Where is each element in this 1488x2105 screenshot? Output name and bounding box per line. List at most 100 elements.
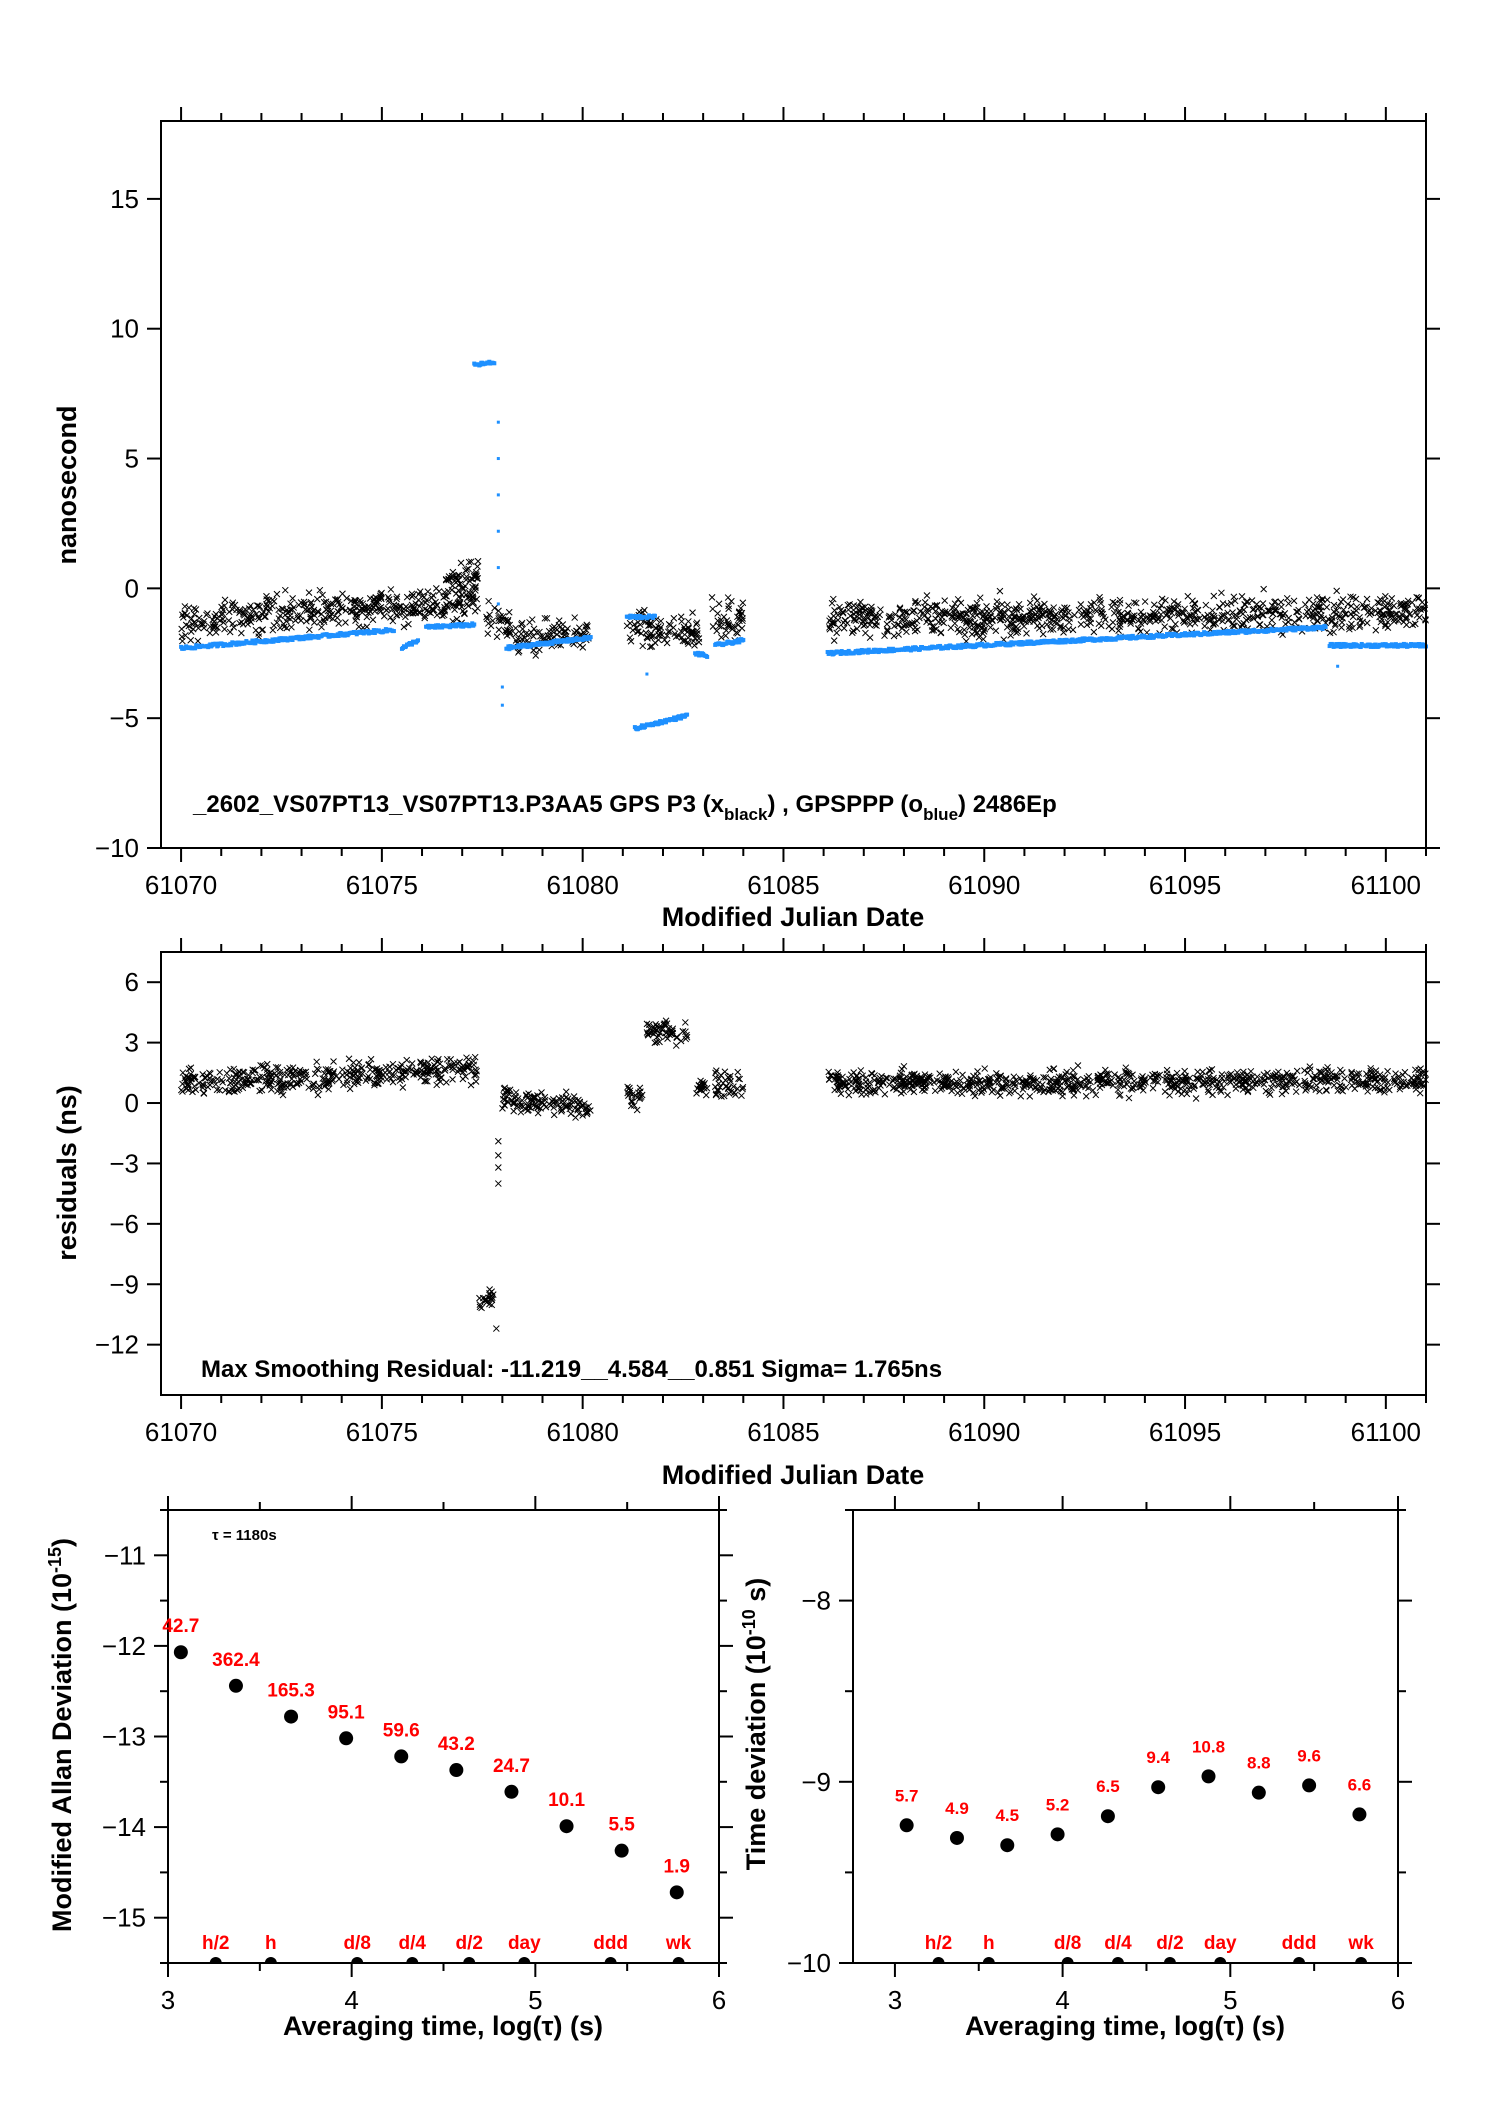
- x-marker: [979, 630, 987, 637]
- x-marker: [409, 591, 417, 599]
- x-marker: [840, 624, 848, 632]
- x-marker: [883, 626, 891, 633]
- x-marker: [472, 1078, 480, 1085]
- o-marker: [1373, 642, 1378, 647]
- x-marker: [584, 623, 591, 630]
- o-marker: [1191, 631, 1196, 636]
- annotation-suffix: ) 2486Ep: [958, 791, 1057, 818]
- x-marker: [1277, 598, 1285, 606]
- x-marker: [1085, 615, 1092, 623]
- x-marker: [1020, 617, 1028, 624]
- x-marker: [1268, 616, 1276, 624]
- x-marker: [506, 628, 513, 635]
- mdev-xlabel: Averaging time, log(τ) (s): [283, 2011, 603, 2041]
- o-marker: [234, 642, 239, 647]
- x-marker: [1216, 604, 1223, 611]
- x-marker: [1020, 622, 1028, 630]
- x-marker: [1312, 610, 1320, 618]
- o-marker: [652, 613, 657, 618]
- plot-frame: [160, 120, 1427, 849]
- x-marker: [1223, 601, 1231, 608]
- x-marker: [1271, 606, 1279, 614]
- tau-marker: [1214, 1957, 1227, 1963]
- x-marker: [405, 620, 412, 628]
- x-marker: [1027, 608, 1034, 616]
- x-marker: [1229, 622, 1237, 629]
- x-marker: [1150, 601, 1158, 609]
- x-marker: [241, 605, 249, 613]
- x-marker: [307, 599, 315, 606]
- x-marker: [306, 626, 313, 634]
- x-marker: [462, 576, 470, 584]
- o-marker: [1016, 642, 1021, 647]
- x-marker: [1231, 622, 1238, 630]
- x-marker: [287, 600, 294, 608]
- x-marker: [433, 1058, 441, 1066]
- x-marker: [192, 1086, 200, 1094]
- x-marker: [1412, 1086, 1420, 1093]
- x-tick-label: 61085: [747, 870, 819, 900]
- o-marker: [269, 639, 274, 644]
- clock-offset-series: [178, 359, 1429, 732]
- o-marker: [1383, 642, 1388, 647]
- x-marker: [1413, 593, 1421, 601]
- x-marker: [1038, 611, 1046, 618]
- x-marker: [319, 591, 326, 599]
- x-marker: [355, 623, 363, 631]
- x-marker: [1338, 624, 1345, 631]
- x-marker: [1141, 598, 1149, 605]
- x-marker: [495, 615, 503, 622]
- x-marker: [450, 602, 458, 609]
- data-point: [614, 1843, 629, 1858]
- x-marker: [936, 1070, 944, 1078]
- x-marker: [182, 621, 190, 629]
- data-point: [1100, 1809, 1115, 1824]
- x-marker: [492, 1325, 500, 1332]
- x-marker: [385, 598, 393, 606]
- x-marker: [403, 1056, 411, 1064]
- o-marker: [857, 650, 862, 655]
- x-marker: [632, 624, 640, 632]
- o-marker: [505, 646, 510, 651]
- tau-marker: [982, 1957, 995, 1963]
- x-marker: [723, 617, 731, 624]
- o-marker: [1027, 641, 1032, 646]
- x-marker: [891, 622, 898, 630]
- x-marker: [679, 637, 687, 645]
- tau-marker-label: h: [265, 1933, 277, 1954]
- x-marker: [470, 1057, 477, 1065]
- x-marker: [361, 606, 368, 614]
- x-marker: [657, 617, 665, 625]
- x-marker: [393, 593, 401, 601]
- tau-marker-label: ddd: [593, 1933, 628, 1954]
- x-marker: [1083, 621, 1091, 629]
- x-marker: [550, 623, 558, 631]
- x-marker: [253, 602, 261, 610]
- x-marker: [1349, 593, 1357, 601]
- x-marker: [1065, 618, 1073, 626]
- x-marker: [543, 614, 551, 622]
- x-marker: [924, 606, 932, 614]
- x-marker: [1394, 617, 1402, 625]
- data-point: [1251, 1785, 1266, 1800]
- x-marker: [1163, 610, 1171, 618]
- x-marker: [199, 1071, 207, 1078]
- x-marker: [871, 612, 879, 620]
- x-marker: [335, 620, 343, 627]
- x-marker: [1130, 614, 1138, 622]
- x-marker: [956, 614, 964, 622]
- o-marker: [663, 720, 668, 725]
- x-marker: [1304, 1069, 1312, 1077]
- x-marker: [645, 622, 652, 630]
- x-marker: [860, 622, 868, 629]
- x-marker: [226, 1079, 234, 1087]
- x-marker: [188, 615, 195, 622]
- x-marker: [1116, 615, 1123, 623]
- x-marker: [206, 629, 214, 637]
- x-marker: [855, 614, 863, 622]
- y-tick-label: −9: [801, 1767, 831, 1797]
- x-marker: [244, 620, 252, 628]
- x-marker: [1192, 1095, 1200, 1102]
- x-marker: [353, 611, 360, 619]
- x-marker: [320, 616, 328, 624]
